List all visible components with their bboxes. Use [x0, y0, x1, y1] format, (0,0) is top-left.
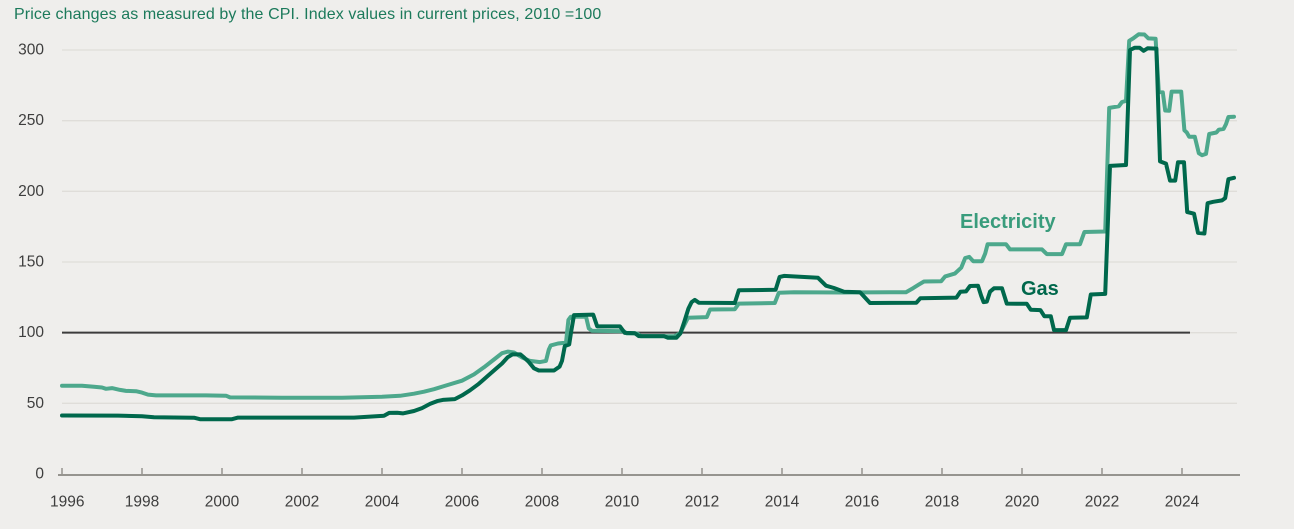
electricity-line	[60, 32, 1236, 400]
y-axis-label: 250	[18, 112, 44, 129]
x-axis-label: 2000	[205, 493, 240, 510]
y-axis-label: 200	[18, 183, 44, 200]
x-axis-label: 1998	[125, 493, 159, 510]
series-label-gas: Gas	[1021, 278, 1059, 300]
x-axis-label: 2006	[445, 493, 479, 510]
gas-line	[60, 45, 1236, 422]
x-axis-label: 2002	[285, 493, 319, 510]
x-axis-label: 2012	[685, 493, 719, 510]
y-axis-label: 0	[35, 466, 44, 483]
x-axis-label: 2018	[925, 493, 959, 510]
x-axis-label: 2016	[845, 493, 879, 510]
x-axis-label: 2014	[765, 493, 800, 510]
y-axis-label: 150	[18, 254, 44, 271]
x-axis-label: 2024	[1165, 493, 1200, 510]
y-axis-label: 50	[27, 395, 45, 412]
x-axis-label: 2010	[605, 493, 640, 510]
x-axis-label: 2022	[1085, 493, 1119, 510]
chart-title: Price changes as measured by the CPI. In…	[14, 6, 602, 23]
x-axis-label: 2004	[365, 493, 400, 510]
x-axis-label: 1996	[50, 493, 84, 510]
y-axis-label: 100	[18, 324, 44, 341]
x-axis-label: 2008	[525, 493, 559, 510]
series-label-electricity: Electricity	[960, 211, 1056, 233]
x-axis-label: 2020	[1005, 493, 1040, 510]
y-axis-label: 300	[18, 42, 44, 59]
